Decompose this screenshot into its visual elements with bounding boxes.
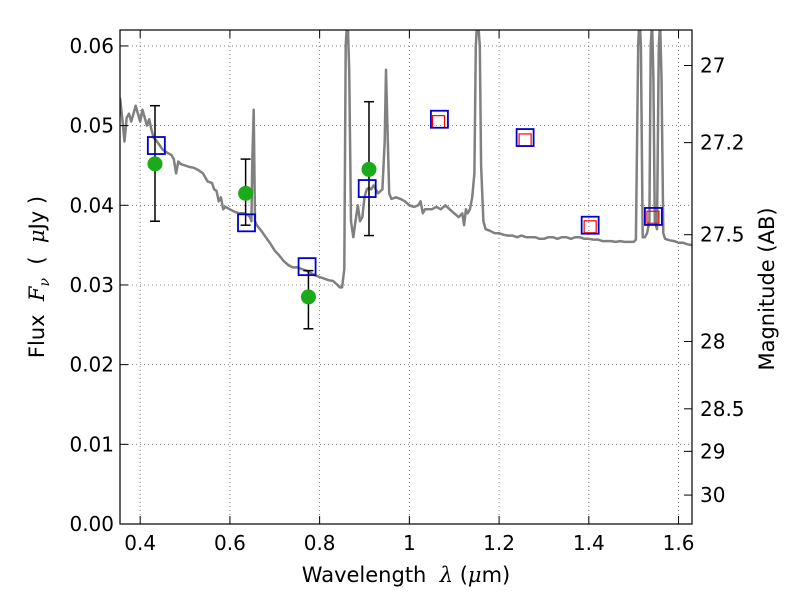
model-flux-square-blue <box>430 109 449 129</box>
observed-flux-point <box>238 185 254 201</box>
y-axis-label-text: Flux <box>25 301 49 358</box>
x-axis-label-unit: m) <box>482 563 511 587</box>
y2-tick-label: 28 <box>700 329 725 353</box>
x-tick-label: 0.4 <box>124 531 156 555</box>
y-axis-label-open: ( <box>25 243 49 278</box>
y-tick-label: 0.06 <box>69 34 114 58</box>
y-tick-label: 0.00 <box>69 512 114 536</box>
x-tick-label: 1.6 <box>663 531 695 555</box>
x-axis-label-open: ( <box>453 563 468 587</box>
y2-tick-label: 27 <box>700 54 725 78</box>
y2-tick-label: 29 <box>700 439 725 463</box>
x-axis-label-unit-prefix: μ <box>468 563 482 587</box>
x-tick-label: 0.6 <box>214 531 246 555</box>
y-axis-label-unit: Jy ) <box>25 196 49 232</box>
y-axis-label-unit-prefix: μ <box>25 229 49 243</box>
y2-tick-label: 27.2 <box>700 131 745 155</box>
y-tick-label: 0.04 <box>69 193 114 217</box>
x-tick-label: 0.8 <box>304 531 336 555</box>
right-axis-label: Magnitude (AB) <box>755 207 779 370</box>
y-tick-label: 0.03 <box>69 273 114 297</box>
model-flux-square-blue <box>237 213 256 233</box>
y-tick-label: 0.02 <box>69 353 114 377</box>
ticks: 0.4 0.6 0.8 1 1.2 1.4 1.6 0.00 0.01 0.02 0.03 0.04 0… <box>69 30 745 555</box>
x-axis-label: Wavelength λ (μm) <box>302 563 510 587</box>
model-flux-square-blue <box>644 207 663 226</box>
predicted-flux-square-red <box>583 220 597 234</box>
observed-flux-point <box>361 161 377 177</box>
x-axis-label-text: Wavelength <box>302 563 440 587</box>
model-spectrum-line <box>120 30 692 289</box>
y2-tick-label: 30 <box>700 483 725 507</box>
model-flux-square-blue <box>146 136 166 155</box>
observed-flux-point <box>300 289 316 305</box>
y-tick-label: 0.05 <box>69 114 114 138</box>
x-axis-label-symbol: λ <box>439 563 453 587</box>
axes-frame <box>119 29 693 525</box>
y2-tick-label: 28.5 <box>700 397 745 421</box>
x-tick-label: 1.2 <box>483 531 515 555</box>
model-flux-square-blue <box>515 128 535 147</box>
y-tick-label: 0.01 <box>69 432 114 456</box>
model-flux-square-blue <box>580 215 600 235</box>
x-tick-label: 1.4 <box>573 531 605 555</box>
y2-tick-label: 27.5 <box>700 223 745 247</box>
y-axis-label-subscript: ν <box>37 277 53 286</box>
plot-area <box>120 30 692 330</box>
y-axis-label: Flux Fν ( μJy ) <box>25 196 53 358</box>
model-flux-square-blue <box>357 179 377 198</box>
observed-flux-point <box>147 156 163 172</box>
y-axis-label-symbol: F <box>25 285 49 302</box>
predicted-flux-square-red <box>646 210 660 224</box>
x-tick-label: 1 <box>403 531 416 555</box>
model-flux-square-blue <box>297 257 317 277</box>
